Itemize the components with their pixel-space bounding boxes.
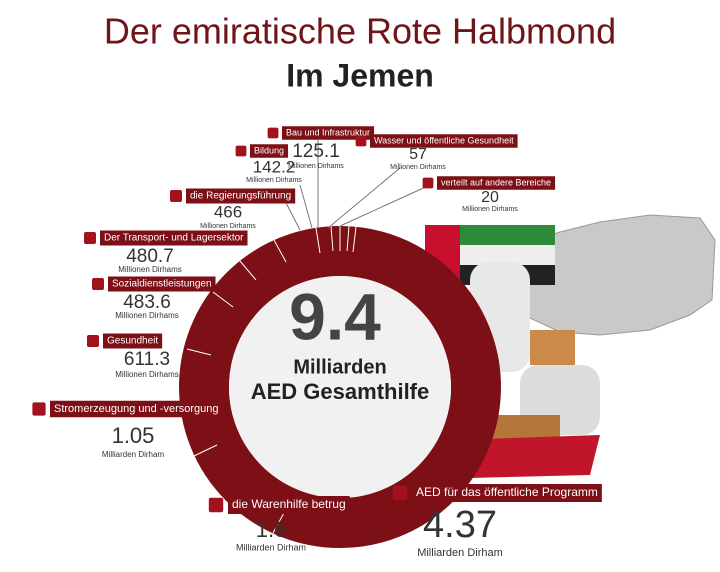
item-unit: Millionen Dirhams (115, 311, 179, 320)
item-value: 20 (481, 189, 499, 206)
label-tag (228, 496, 350, 514)
icon (355, 135, 367, 147)
item-value: 142.2 (253, 157, 296, 176)
item-unit: Milliarden Dirham (102, 450, 165, 459)
label-tag (370, 134, 518, 148)
item-value: 125.1 (292, 141, 340, 162)
icon (84, 232, 96, 244)
icon (32, 402, 46, 416)
label-tag (50, 400, 223, 418)
item-unit: Millionen Dirhams (118, 265, 182, 274)
center-caption: AED Gesamthilfe (251, 379, 430, 404)
item-label: Bau und Infrastruktur (286, 127, 370, 137)
icon (235, 145, 247, 157)
segment-dividers (186, 225, 357, 534)
icon (422, 177, 434, 189)
item-label: Wasser und öffentliche Gesundheit (374, 135, 514, 145)
icon (392, 485, 408, 501)
item-unit: Milliarden Dirham (236, 542, 306, 552)
item-label: Stromerzeugung und -versorgung (54, 403, 218, 415)
item-unit: Millionen Dirhams (390, 164, 446, 171)
label-tag (100, 230, 248, 246)
item-unit: Millionen Dirhams (200, 223, 256, 230)
item-value: 611.3 (124, 349, 170, 370)
item-value: 4.37 (423, 504, 497, 546)
item-value: 1.05 (112, 423, 155, 448)
icon (87, 335, 99, 347)
item-value: 480.7 (126, 246, 174, 267)
center-unit: Milliarden (293, 356, 386, 378)
donut-center (229, 276, 451, 498)
icon (170, 190, 182, 202)
title: Der emiratische Rote Halbmond (104, 11, 616, 52)
icon (267, 127, 279, 139)
item-value: 1.6 (256, 517, 287, 542)
item-label: AED für das öffentliche Programm (416, 485, 598, 499)
item-value: 57 (409, 146, 427, 163)
label-tag (186, 188, 296, 204)
item-value: 466 (214, 202, 242, 221)
subtitle: Im Jemen (286, 57, 434, 93)
leader-lines (281, 140, 431, 231)
label-tag (108, 276, 216, 292)
box (530, 330, 575, 365)
label-tag (282, 126, 375, 140)
item-label: Gesundheit (107, 336, 158, 347)
item-label: die Warenhilfe betrug (232, 497, 346, 511)
ship-hull (455, 435, 600, 478)
item-unit: Millionen Dirhams (462, 206, 518, 213)
item-label: Bildung (254, 145, 284, 155)
item-unit: Millionen Dirhams (288, 163, 344, 170)
map (517, 214, 716, 336)
item-label: Der Transport- und Lagersektor (104, 233, 244, 244)
item-unit: Millionen Dirhams (246, 177, 302, 184)
label-tag (250, 144, 289, 158)
label-tag (412, 484, 602, 502)
center-value: 9.4 (289, 279, 381, 353)
item-label: verteilt auf andere Bereiche (441, 177, 551, 187)
item-label: Sozialdienstleistungen (112, 279, 212, 290)
item-unit: Millionen Dirhams (115, 370, 179, 379)
icon (92, 278, 104, 290)
item-unit: Milliarden Dirham (417, 547, 503, 559)
item-label: die Regierungsführung (190, 191, 291, 202)
icon (208, 497, 224, 513)
label-tag (437, 176, 556, 190)
item-value: 483.6 (123, 292, 171, 313)
label-tag (103, 333, 163, 349)
